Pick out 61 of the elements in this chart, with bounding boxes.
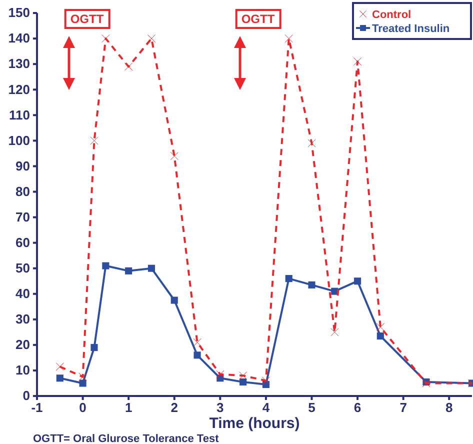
x-tick-label: 8 [445,400,453,416]
x-axis-title: Time (hours) [209,415,300,432]
x-tick-label: 3 [216,400,224,416]
y-tick-label: 40 [16,286,30,302]
point [90,344,98,352]
point [376,322,384,332]
x-tick-label: 0 [79,400,86,416]
x-tick-label: -1 [31,400,43,416]
y-tick-label: 90 [16,158,30,174]
point [240,378,247,386]
point [56,374,64,382]
y-tick-label: 30 [16,312,30,327]
point [330,328,339,336]
point [354,278,362,285]
point [78,372,87,381]
point [285,275,292,282]
x-tick-label: 4 [262,400,270,416]
point [216,370,224,378]
point [284,34,293,43]
y-tick-label: 150 [8,5,30,20]
point [56,362,64,371]
y-tick-label: 50 [16,260,30,276]
point [102,34,110,43]
x-tick-label: 6 [354,400,362,416]
legend-label: Control [372,9,412,21]
point [376,332,384,340]
y-tick-label: 60 [16,234,30,250]
y-tick-label: 100 [8,132,30,148]
point [102,262,110,270]
annotation: OGTT [70,12,104,26]
point [194,352,201,359]
point [238,371,248,380]
y-tick-label: 140 [8,30,30,46]
y-tick-label: 130 [8,56,30,72]
point [308,281,316,288]
point [170,152,178,160]
point [90,136,98,145]
text: OGTT= Oral Glurose Tolerance Test [33,433,220,444]
point [353,57,362,66]
point [125,267,132,274]
point [193,338,202,346]
point [124,62,133,71]
legend-label: Treated Insulin [372,23,450,35]
y-tick-label: 120 [8,82,30,97]
point [308,139,316,148]
point [262,376,270,385]
y-tick-label: 110 [9,107,30,122]
point [170,296,178,304]
point [147,34,156,43]
x-tick-label: 5 [308,400,316,416]
y-tick-label: 70 [16,209,30,224]
y-tick-label: 0 [22,388,30,404]
point [79,380,86,387]
x-tick-label: 7 [400,400,407,416]
point [148,264,156,272]
y-tick-label: 80 [16,184,30,199]
x-tick-label: 2 [170,400,178,416]
x-tick-label: 1 [124,400,132,416]
y-tick-label: 20 [16,337,30,352]
y-tick-label: 10 [16,362,30,378]
annotation: OGTT [241,12,276,26]
